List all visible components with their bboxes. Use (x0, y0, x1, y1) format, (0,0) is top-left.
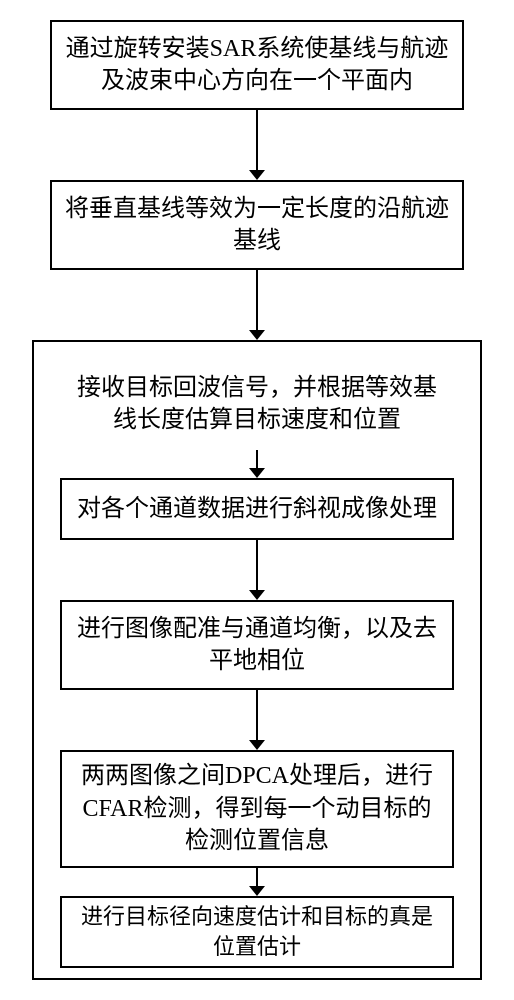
step-5-text: 进行图像配准与通道均衡，以及去平地相位 (72, 613, 442, 678)
step-4-text: 对各个通道数据进行斜视成像处理 (77, 493, 437, 525)
step-4-box: 对各个通道数据进行斜视成像处理 (60, 478, 454, 540)
step-2-text: 将垂直基线等效为一定长度的沿航迹基线 (62, 193, 452, 258)
arrow-b1-to-b2 (249, 110, 265, 180)
arrow-b4-to-b5 (249, 540, 265, 600)
step-3-box: 接收目标回波信号，并根据等效基线长度估算目标速度和位置 (60, 358, 454, 450)
step-7-box: 进行目标径向速度估计和目标的真是位置估计 (60, 896, 454, 968)
arrow-b5-to-b6 (249, 690, 265, 750)
arrow-b3-to-b4 (249, 450, 265, 478)
step-1-text: 通过旋转安装SAR系统使基线与航迹及波束中心方向在一个平面内 (62, 33, 452, 98)
flowchart-canvas: 通过旋转安装SAR系统使基线与航迹及波束中心方向在一个平面内 将垂直基线等效为一… (0, 0, 514, 1000)
step-5-box: 进行图像配准与通道均衡，以及去平地相位 (60, 600, 454, 690)
step-6-box: 两两图像之间DPCA处理后，进行CFAR检测，得到每一个动目标的检测位置信息 (60, 750, 454, 868)
step-1-box: 通过旋转安装SAR系统使基线与航迹及波束中心方向在一个平面内 (50, 20, 464, 110)
step-6-text: 两两图像之间DPCA处理后，进行CFAR检测，得到每一个动目标的检测位置信息 (72, 760, 442, 857)
arrow-b2-to-outer (249, 270, 265, 340)
step-2-box: 将垂直基线等效为一定长度的沿航迹基线 (50, 180, 464, 270)
step-7-text: 进行目标径向速度估计和目标的真是位置估计 (72, 902, 442, 961)
step-3-text: 接收目标回波信号，并根据等效基线长度估算目标速度和位置 (70, 372, 444, 437)
arrow-b6-to-b7 (249, 868, 265, 896)
